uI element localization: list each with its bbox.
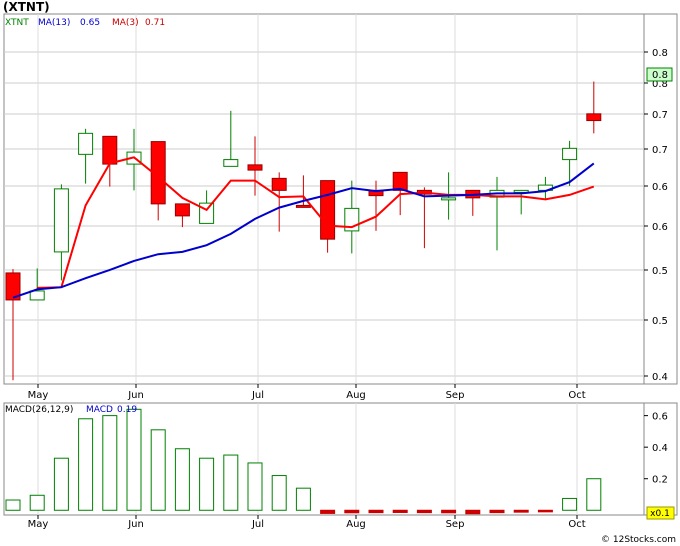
candle-body [392,171,408,191]
candle-body [441,197,457,201]
candle-body [562,147,578,161]
candle-body [102,135,118,165]
macd-bar [150,429,166,511]
macd-axis-labels: 0.6 0.4 0.2 [644,412,668,486]
macd-bar [416,509,432,514]
macd-month-label: Sep [446,519,465,530]
macd-legend-value-label: MACD [86,405,113,415]
ma3-line [37,156,595,289]
price-tick-label: 0.5 [652,266,668,277]
candle-body [513,189,529,193]
candle-body [78,132,94,155]
macd-month-label: May [28,519,49,530]
price-tick-label: 0.5 [652,316,668,327]
candle-body [586,113,602,122]
macd-bar [29,494,45,511]
price-moving-averages [12,156,595,299]
macd-bar [271,475,287,511]
ma13-line [12,162,595,299]
price-month-label: Aug [346,390,366,401]
macd-bar [489,509,505,514]
macd-bar [295,487,311,511]
macd-bar [126,408,142,511]
macd-bar [102,415,118,511]
macd-bar [320,509,336,514]
price-tick-label: 0.6 [652,222,668,233]
price-tick-label: 0.6 [652,182,668,193]
candle-body [174,203,190,217]
macd-bar [53,457,69,511]
macd-legend-label: MACD(26,12,9) [5,405,73,415]
macd-legend-value: 0.19 [117,405,137,415]
macd-tick-label: 0.2 [652,475,668,486]
price-tick-label: 0.4 [652,372,668,383]
legend-ma13-label: MA(13) [38,18,70,28]
price-tick-label: 0.8 [652,48,668,59]
last-price-tag-box [646,67,673,82]
macd-last-tag-box [646,506,675,520]
candle-body [5,272,21,301]
last-price-tag: 0.8 [652,70,668,81]
price-legend: XTNT MA(13) 0.65 MA(3) 0.71 [5,18,165,28]
price-tick-label: 0.8 [652,79,668,90]
macd-panel: 0.6 0.4 0.2 MACD(26,12,9) MACD 0.19 x0.1 M… [3,402,678,530]
macd-month-label: Jun [127,519,144,530]
macd-bar [465,509,481,515]
macd-month-label: Jul [251,519,264,530]
macd-tick-label: 0.6 [652,412,668,423]
legend-ma13-value: 0.65 [80,18,100,28]
price-tick-label: 0.7 [652,145,668,156]
price-gridlines [4,51,644,377]
price-tick-label: 0.7 [652,110,668,121]
legend-ma3-value: 0.71 [145,18,165,28]
price-month-label: Jun [127,390,144,401]
price-month-label: May [28,390,49,401]
candle-body [247,164,263,171]
candle-body [150,141,166,205]
macd-bar [344,509,360,514]
macd-bar [562,497,578,511]
macd-bar [537,509,553,513]
macd-month-label: Oct [568,519,585,530]
price-month-label: Sep [446,390,465,401]
macd-bar [5,499,21,511]
macd-bar [392,509,408,513]
price-month-label: Oct [568,390,585,401]
macd-bar [199,457,215,511]
macd-last-tag: x0.1 [650,509,670,519]
price-month-label: Jul [251,390,264,401]
candle-body [199,202,215,224]
macd-bar [368,509,384,514]
price-axis-labels: 0.80.80.70.70.60.60.50.50.4 [644,48,668,383]
macd-histogram [5,408,602,515]
watermark: © 12Stocks.com [601,535,676,545]
macd-bar [441,509,457,514]
legend-ticker: XTNT [5,18,29,28]
macd-axis-area [643,402,678,516]
macd-tick-label: 0.4 [652,443,668,454]
price-panel: 0.80.80.70.70.60.60.50.50.4 (XTNT) XTNT … [3,0,678,401]
macd-bar [223,454,239,511]
candle-body [53,188,69,253]
candle-body [271,177,287,191]
macd-bar [586,478,602,511]
macd-month-label: Aug [346,519,366,530]
price-month-labels: May Jun Jul Aug Sep Oct [28,390,586,401]
candle-body [223,159,239,167]
macd-month-labels: May Jun Jul Aug Sep Oct [28,519,586,530]
macd-bar [247,462,263,511]
candle-body [295,204,311,208]
candle-body [29,290,45,301]
legend-ma3-label: MA(3) [112,18,139,28]
macd-bar [513,509,529,513]
macd-bar [174,448,190,511]
chart-title: (XTNT) [3,0,50,14]
macd-plot-area [3,402,645,516]
macd-bar [78,418,94,511]
candle-body [320,180,336,240]
